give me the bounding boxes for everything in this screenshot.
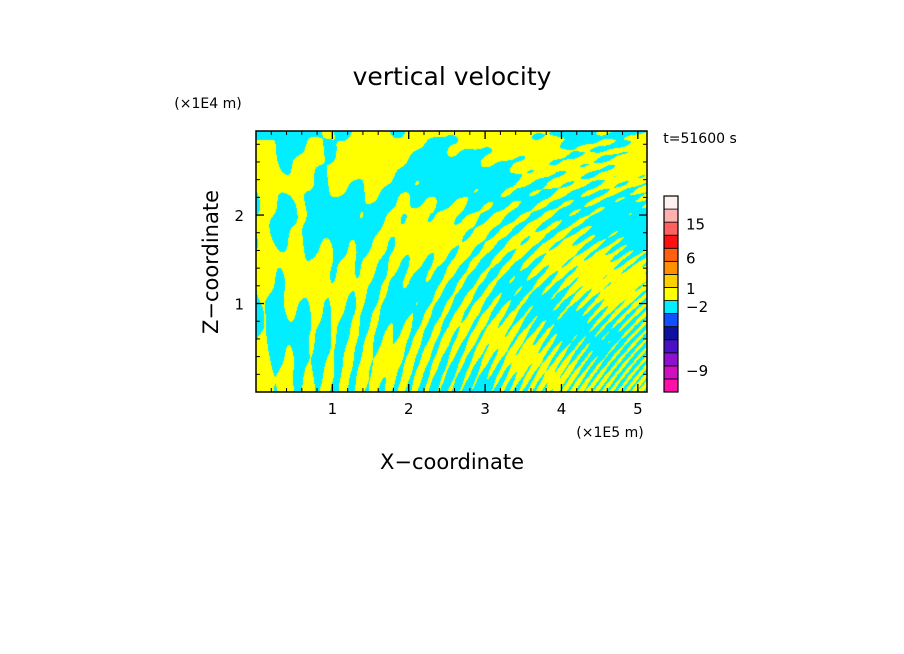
colorbar-bin bbox=[663, 273, 679, 288]
colorbar-label: −9 bbox=[686, 362, 708, 380]
x-tick-label: 1 bbox=[328, 400, 338, 418]
colorbar-bin bbox=[663, 365, 679, 380]
x-tick-label: 5 bbox=[633, 400, 643, 418]
colorbar-bin bbox=[663, 208, 679, 223]
colorbar-label: −2 bbox=[686, 298, 708, 316]
colorbar-bin bbox=[663, 313, 679, 328]
x-tick-label: 3 bbox=[480, 400, 490, 418]
y-tick-label: 1 bbox=[234, 296, 244, 314]
x-axis-ticks: 1 2 3 4 5 bbox=[270, 131, 643, 418]
x-axis-unit: (×1E5 m) bbox=[576, 425, 643, 441]
chart-title: vertical velocity bbox=[353, 62, 552, 91]
time-label: t=51600 s bbox=[663, 131, 737, 147]
velocity-contour-field bbox=[256, 131, 647, 392]
colorbar-frame bbox=[663, 195, 679, 393]
colorbar-bin bbox=[663, 221, 679, 236]
y-tick-label: 2 bbox=[234, 207, 244, 225]
colorbar-bin bbox=[663, 352, 679, 367]
colorbar: 15 6 1−2 −9 bbox=[663, 195, 708, 393]
colorbar-bin bbox=[663, 234, 679, 249]
colorbar-label: 15 bbox=[686, 216, 705, 234]
y-axis-unit: (×1E4 m) bbox=[174, 96, 241, 112]
colorbar-bin bbox=[663, 339, 679, 354]
y-axis-label: Z−coordinate bbox=[199, 190, 223, 334]
colorbar-bin bbox=[663, 300, 679, 314]
plot-frame bbox=[255, 130, 648, 393]
x-axis-label: X−coordinate bbox=[380, 450, 524, 474]
colorbar-label: 1 bbox=[686, 280, 696, 298]
colorbar-bin bbox=[663, 287, 679, 301]
colorbar-bin bbox=[663, 326, 679, 341]
colorbar-label: 6 bbox=[686, 250, 696, 268]
contour-plot-area bbox=[255, 130, 648, 393]
y-axis-ticks: 12 bbox=[234, 143, 647, 375]
x-tick-label: 2 bbox=[404, 400, 414, 418]
colorbar-bin bbox=[663, 260, 679, 275]
x-tick-label: 4 bbox=[557, 400, 567, 418]
colorbar-bin bbox=[663, 378, 679, 393]
colorbar-bin bbox=[663, 195, 679, 210]
colorbar-bin bbox=[663, 247, 679, 262]
